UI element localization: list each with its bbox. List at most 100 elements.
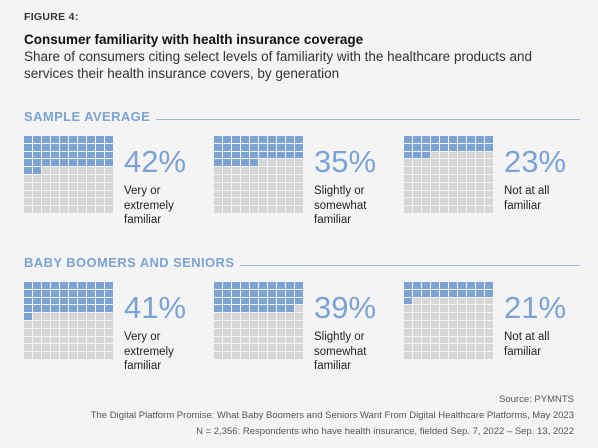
waffle-cell-filled xyxy=(259,282,267,289)
waffle-cell-filled xyxy=(24,297,32,305)
waffle-cell-filled xyxy=(277,143,285,151)
waffle-cell-filled xyxy=(42,297,50,305)
waffle-cell-filled xyxy=(24,151,32,159)
waffle-cell-empty xyxy=(413,305,421,313)
waffle-cell-empty xyxy=(295,190,303,198)
category-label: Very or extremely familiar xyxy=(124,184,204,228)
waffle-cell-empty xyxy=(476,328,484,336)
waffle-cell-empty xyxy=(413,159,421,167)
waffle-cell-filled xyxy=(96,159,104,167)
waffle-cell-empty xyxy=(458,297,466,305)
waffle-cell-empty xyxy=(476,352,484,359)
waffle-cell-empty xyxy=(241,352,249,359)
waffle-cell-filled xyxy=(105,159,113,167)
waffle-cell-filled xyxy=(69,282,77,289)
waffle-cell-filled xyxy=(24,289,32,297)
waffle-cell-filled xyxy=(413,282,421,289)
waffle-cell-empty xyxy=(476,198,484,206)
waffle-cell-empty xyxy=(268,344,276,352)
waffle-cell-filled xyxy=(223,305,231,313)
waffle-cell-filled xyxy=(485,289,493,297)
waffle-cell-filled xyxy=(458,136,466,143)
waffle-cell-empty xyxy=(286,198,294,206)
waffle-cell-empty xyxy=(467,336,475,344)
waffle-cell-empty xyxy=(60,328,68,336)
category-label-line: familiar xyxy=(314,360,352,372)
waffle-cell-empty xyxy=(467,174,475,182)
waffle-cell-empty xyxy=(232,206,240,213)
waffle-cell-empty xyxy=(485,198,493,206)
waffle-cell-filled xyxy=(232,305,240,313)
waffle-cell-empty xyxy=(78,206,86,213)
waffle-cell-filled xyxy=(51,282,59,289)
category-label-line: Slightly or xyxy=(314,185,365,197)
waffle-cell-empty xyxy=(250,328,258,336)
waffle-cell-empty xyxy=(24,320,32,328)
waffle-cell-empty xyxy=(458,328,466,336)
waffle-cell-empty xyxy=(87,198,95,206)
waffle-cell-empty xyxy=(42,352,50,359)
waffle-cell-filled xyxy=(250,159,258,167)
waffle-cell-filled xyxy=(286,289,294,297)
waffle-cell-filled xyxy=(422,151,430,159)
waffle-cell-filled xyxy=(440,143,448,151)
waffle-cell-empty xyxy=(404,182,412,190)
waffle-cell-filled xyxy=(214,159,222,167)
waffle-cell-filled xyxy=(232,159,240,167)
waffle-cell-empty xyxy=(277,190,285,198)
waffle-cell-empty xyxy=(223,320,231,328)
waffle-cell-empty xyxy=(476,305,484,313)
waffle-cell-filled xyxy=(422,282,430,289)
waffle-cell-filled xyxy=(467,136,475,143)
waffle-cell-filled xyxy=(69,159,77,167)
waffle-cell-empty xyxy=(33,198,41,206)
waffle-cell-empty xyxy=(404,206,412,213)
waffle-cell-filled xyxy=(105,305,113,313)
waffle-cell-filled xyxy=(42,159,50,167)
waffle-cell-empty xyxy=(277,320,285,328)
waffle-cell-empty xyxy=(42,320,50,328)
waffle-cell-empty xyxy=(87,313,95,320)
waffle-cell-empty xyxy=(268,352,276,359)
waffle-cell-empty xyxy=(223,328,231,336)
waffle-cell-empty xyxy=(431,313,439,320)
waffle-cell-empty xyxy=(422,305,430,313)
waffle-cell-empty xyxy=(241,182,249,190)
waffle-cell-empty xyxy=(259,313,267,320)
waffle-cell-filled xyxy=(277,151,285,159)
waffle-cell-filled xyxy=(96,289,104,297)
waffle-cell-filled xyxy=(78,282,86,289)
waffle-cell-empty xyxy=(214,190,222,198)
waffle-cell-empty xyxy=(60,182,68,190)
waffle-cell-empty xyxy=(87,206,95,213)
waffle-cell-empty xyxy=(33,206,41,213)
waffle-cell-empty xyxy=(449,320,457,328)
waffle-cell-filled xyxy=(214,305,222,313)
waffle-cell-empty xyxy=(422,182,430,190)
waffle-cell-empty xyxy=(458,174,466,182)
waffle-cell-filled xyxy=(60,305,68,313)
waffle-cell-empty xyxy=(485,151,493,159)
waffle-cell-empty xyxy=(286,167,294,174)
waffle-cell-empty xyxy=(24,174,32,182)
waffle-cell-empty xyxy=(485,320,493,328)
waffle-cell-filled xyxy=(241,151,249,159)
waffle-cell-empty xyxy=(449,352,457,359)
waffle-cell-empty xyxy=(69,313,77,320)
waffle-cell-filled xyxy=(449,143,457,151)
waffle-cell-empty xyxy=(60,313,68,320)
waffle-cell-filled xyxy=(241,305,249,313)
waffle-cell-empty xyxy=(467,320,475,328)
waffle-cell-filled xyxy=(467,289,475,297)
waffle-cell-filled xyxy=(42,282,50,289)
waffle-cell-empty xyxy=(60,344,68,352)
waffle-cell-empty xyxy=(422,352,430,359)
waffle-cell-empty xyxy=(404,159,412,167)
waffle-cell-empty xyxy=(96,320,104,328)
waffle-cell-empty xyxy=(431,182,439,190)
waffle-cell-empty xyxy=(259,352,267,359)
waffle-cell-empty xyxy=(96,328,104,336)
waffle-cell-filled xyxy=(431,282,439,289)
waffle-cell-empty xyxy=(105,344,113,352)
waffle-cell-filled xyxy=(232,136,240,143)
